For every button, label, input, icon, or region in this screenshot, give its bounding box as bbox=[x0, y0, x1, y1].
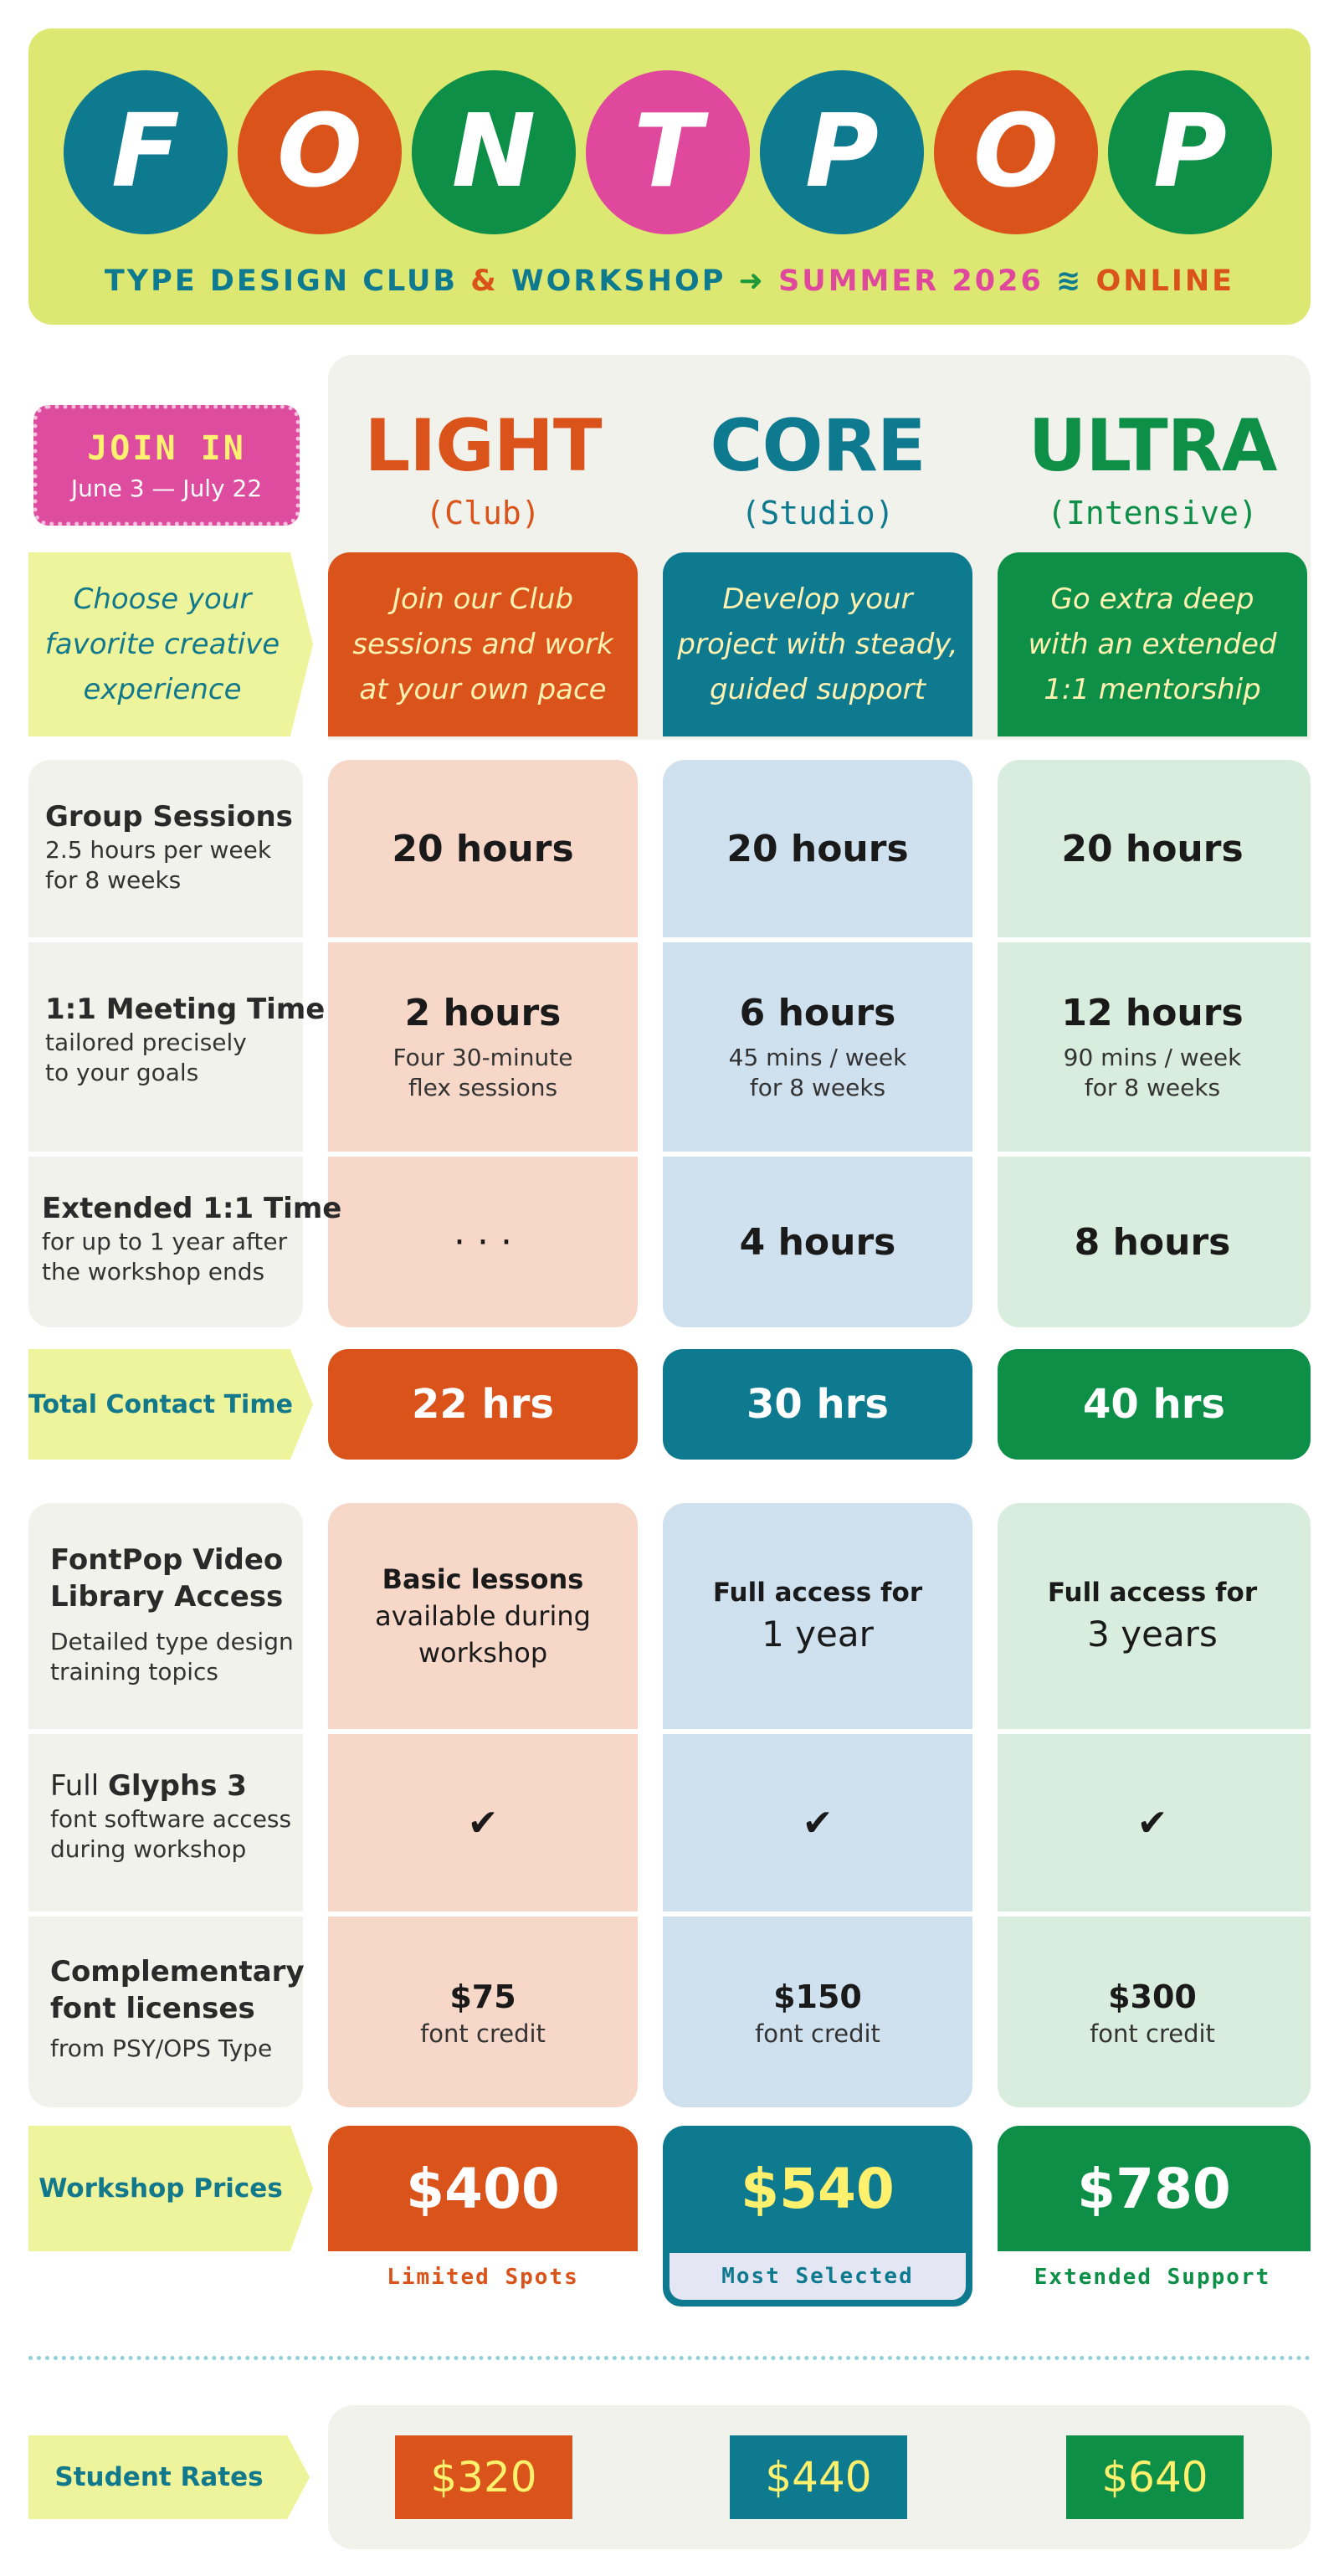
feature-label-column-1 bbox=[28, 760, 303, 1327]
light-license-credit: $75 font credit bbox=[420, 1978, 546, 2048]
light-column-1 bbox=[328, 760, 638, 1327]
row-separator bbox=[0, 1152, 1339, 1157]
tier-core-title: CORE (Studio) bbox=[663, 410, 972, 529]
checkmark-icon: ✔ bbox=[1136, 1801, 1168, 1845]
glyphs-label: Full Glyphs 3 font software access durin… bbox=[50, 1769, 292, 1863]
core-glyphs-check: ✔ bbox=[663, 1734, 972, 1911]
meeting-time-label: 1:1 Meeting Time tailored precisely to y… bbox=[45, 993, 326, 1086]
ultra-note: Extended Support bbox=[1034, 2265, 1271, 2290]
tier-ultra-title: ULTRA (Intensive) bbox=[998, 410, 1307, 529]
logo-letter-p2: P bbox=[1108, 70, 1272, 234]
ultra-column-1 bbox=[998, 760, 1311, 1327]
dotted-divider bbox=[28, 2356, 1311, 2360]
light-extended-time: · · · bbox=[454, 1220, 512, 1264]
wifi-icon: ≋ bbox=[1056, 264, 1084, 298]
tagline: TYPE DESIGN CLUB & WORKSHOP ➜ SUMMER 202… bbox=[28, 264, 1311, 298]
tier-light-title: LIGHT (Club) bbox=[328, 410, 638, 529]
core-extended-time: 4 hours bbox=[739, 1220, 896, 1264]
ultra-price: $780 bbox=[998, 2126, 1311, 2251]
checkmark-icon: ✔ bbox=[467, 1801, 499, 1845]
header-banner: F O N T P O P TYPE DESIGN CLUB & WORKSHO… bbox=[28, 28, 1311, 325]
core-video-access: Full access for 1 year bbox=[712, 1578, 923, 1655]
ultra-meeting-time: 12 hours 90 mins / week for 8 weeks bbox=[1061, 991, 1244, 1101]
video-library-label: FontPop Video Library Access Detailed ty… bbox=[50, 1543, 294, 1686]
tagline-club: TYPE DESIGN CLUB bbox=[104, 264, 459, 298]
logo-letter-p: P bbox=[760, 70, 924, 234]
core-student-rate: $440 bbox=[730, 2435, 907, 2519]
row-separator bbox=[0, 937, 1339, 942]
core-column-2 bbox=[663, 1503, 972, 2107]
logo-letter-o2: O bbox=[934, 70, 1098, 234]
tier-light-name: LIGHT bbox=[364, 404, 602, 488]
light-video-access: Basic lessons available during workshop bbox=[375, 1563, 591, 1669]
light-meeting-time: 2 hours Four 30-minute flex sessions bbox=[392, 991, 573, 1101]
tier-core-desc: Develop your project with steady, guided s… bbox=[663, 552, 972, 736]
ultra-student-rate: $640 bbox=[1066, 2435, 1244, 2519]
ultra-video-access: Full access for 3 years bbox=[1047, 1578, 1258, 1655]
core-meeting-time: 6 hours 45 mins / week for 8 weeks bbox=[728, 991, 907, 1101]
logo-letter-n: N bbox=[412, 70, 576, 234]
ultra-column-2 bbox=[998, 1503, 1311, 2107]
core-price: $540 bbox=[663, 2126, 972, 2251]
light-group-hours: 20 hours bbox=[392, 827, 574, 870]
core-column-1 bbox=[663, 760, 972, 1327]
ultra-glyphs-check: ✔ bbox=[998, 1734, 1307, 1911]
light-price: $400 bbox=[328, 2126, 638, 2251]
workshop-prices-label: Workshop Prices bbox=[28, 2126, 313, 2251]
light-column-2 bbox=[328, 1503, 638, 2107]
total-contact-label: Total Contact Time bbox=[28, 1349, 313, 1460]
extended-time-label: Extended 1:1 Time for up to 1 year after… bbox=[42, 1192, 342, 1285]
core-note: Most Selected bbox=[670, 2253, 966, 2300]
tier-ultra-sub: (Intensive) bbox=[1047, 495, 1258, 531]
tier-light-desc: Join our Club sessions and work at your ow… bbox=[328, 552, 638, 736]
core-license-credit: $150 font credit bbox=[755, 1978, 880, 2048]
join-badge: JOIN IN June 3 — July 22 bbox=[33, 405, 300, 526]
licenses-label: Complementary font licenses from PSY/OPS… bbox=[50, 1955, 305, 2062]
row-separator bbox=[0, 1729, 1339, 1734]
tier-ultra-desc: Go extra deep with an extended 1:1 mentors… bbox=[998, 552, 1307, 736]
tier-ultra-name: ULTRA bbox=[1028, 404, 1278, 488]
tagline-summer: SUMMER 2026 bbox=[778, 264, 1044, 298]
ultra-extended-time: 8 hours bbox=[1074, 1220, 1231, 1264]
student-rates-label: Student Rates bbox=[28, 2435, 310, 2519]
checkmark-icon: ✔ bbox=[802, 1801, 834, 1845]
logo-letter-f: F bbox=[64, 70, 228, 234]
tier-core-name: CORE bbox=[710, 404, 926, 488]
arrow-right-icon: ➜ bbox=[738, 264, 766, 298]
tagline-amp: & bbox=[470, 264, 499, 298]
light-glyphs-check: ✔ bbox=[328, 1734, 638, 1911]
ultra-group-hours: 20 hours bbox=[1061, 827, 1244, 870]
row-separator bbox=[0, 1911, 1339, 1917]
tier-core-sub: (Studio) bbox=[741, 495, 895, 531]
core-total: 30 hrs bbox=[663, 1349, 972, 1460]
tagline-online: ONLINE bbox=[1095, 264, 1235, 298]
join-title: JOIN IN bbox=[87, 428, 246, 468]
light-note: Limited Spots bbox=[387, 2265, 579, 2290]
intro-label: Choose your favorite creative experience bbox=[28, 552, 313, 736]
light-total: 22 hrs bbox=[328, 1349, 638, 1460]
feature-label-column-2 bbox=[28, 1503, 303, 2107]
light-student-rate: $320 bbox=[395, 2435, 572, 2519]
ultra-total: 40 hrs bbox=[998, 1349, 1311, 1460]
tagline-workshop: WORKSHOP bbox=[511, 264, 726, 298]
logo-letter-t: T bbox=[586, 70, 750, 234]
ultra-license-credit: $300 font credit bbox=[1090, 1978, 1215, 2048]
core-group-hours: 20 hours bbox=[726, 827, 909, 870]
logo-letter-o: O bbox=[238, 70, 402, 234]
tier-light-sub: (Club) bbox=[425, 495, 541, 531]
join-dates: June 3 — July 22 bbox=[70, 474, 263, 502]
group-sessions-label: Group Sessions 2.5 hours per week for 8 … bbox=[45, 800, 293, 894]
